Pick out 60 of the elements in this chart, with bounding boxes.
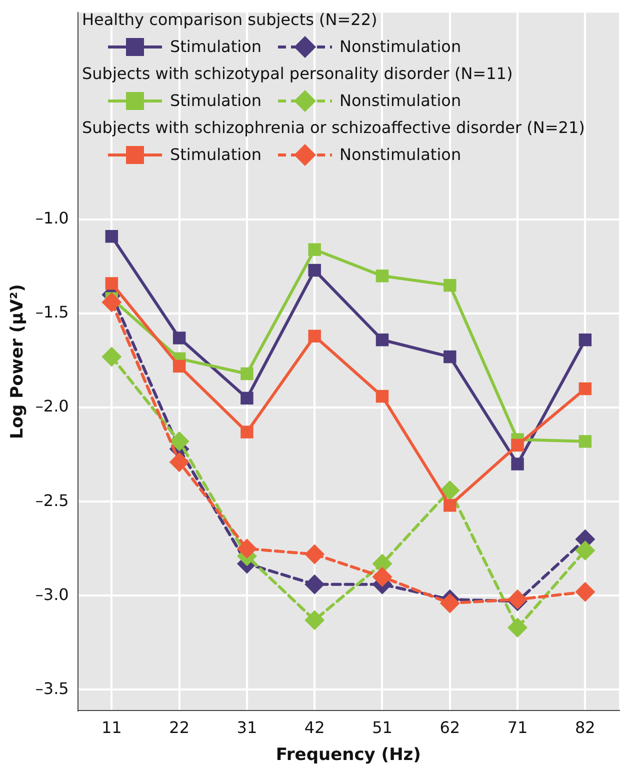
point <box>102 346 122 367</box>
point <box>575 582 596 602</box>
y-axis-title: Log Power (μV²) <box>8 284 28 439</box>
point <box>440 480 460 500</box>
y-tick-label: –2.5 <box>35 490 69 510</box>
annotation: Healthy comparison subjects (N=22) <box>82 10 378 30</box>
point <box>304 544 325 564</box>
point <box>444 350 456 364</box>
point <box>376 270 389 282</box>
annotation: Subjects with schizophrenia or schizoaffective disorder (N=21) <box>82 118 585 138</box>
point <box>440 593 460 614</box>
point <box>578 382 592 396</box>
point <box>444 278 456 292</box>
point <box>308 264 321 277</box>
x-tick-label: 71 <box>507 718 528 738</box>
point <box>240 392 254 405</box>
point <box>304 574 325 594</box>
legend-label: Stimulation <box>170 37 262 57</box>
y-tick-label: –1.0 <box>35 208 69 228</box>
legend-label: Nonstimulation <box>340 37 462 57</box>
x-tick-label: 31 <box>236 718 258 738</box>
point <box>169 431 190 452</box>
y-tick-label: –3.5 <box>35 678 69 698</box>
point <box>102 292 122 312</box>
point <box>105 277 118 290</box>
x-tick-label: 51 <box>372 718 392 738</box>
x-tick-label: 62 <box>440 718 460 738</box>
point <box>172 332 186 344</box>
y-tick-label: –1.5 <box>35 302 69 322</box>
y-tick-label: –3.0 <box>35 584 69 604</box>
point <box>575 540 596 561</box>
legend-label: Nonstimulation <box>340 145 462 165</box>
x-tick-label: 42 <box>304 718 325 738</box>
legend-label: Nonstimulation <box>340 91 462 111</box>
point <box>376 334 389 346</box>
point <box>236 538 257 559</box>
x-tick-label: 11 <box>101 718 122 738</box>
point <box>372 566 392 587</box>
legend-label: Stimulation <box>170 91 262 111</box>
y-tick-label: –2.0 <box>35 396 69 416</box>
point <box>240 426 254 438</box>
point <box>105 230 118 243</box>
point <box>444 499 456 512</box>
point <box>172 360 186 373</box>
x-tick-label: 82 <box>575 718 596 738</box>
point <box>578 435 592 448</box>
point <box>308 243 321 256</box>
point <box>578 334 592 346</box>
point <box>240 367 254 380</box>
point <box>508 618 528 638</box>
x-tick-label: 22 <box>169 718 190 738</box>
annotation: Subjects with schizotypal personality disorder (N=11) <box>82 64 514 84</box>
point <box>376 390 389 403</box>
point <box>304 610 325 630</box>
point <box>511 458 524 470</box>
point <box>169 452 190 472</box>
legend-label: Stimulation <box>170 145 262 165</box>
point <box>511 438 524 452</box>
x-axis-title: Frequency (Hz) <box>276 745 421 766</box>
point <box>308 330 321 342</box>
